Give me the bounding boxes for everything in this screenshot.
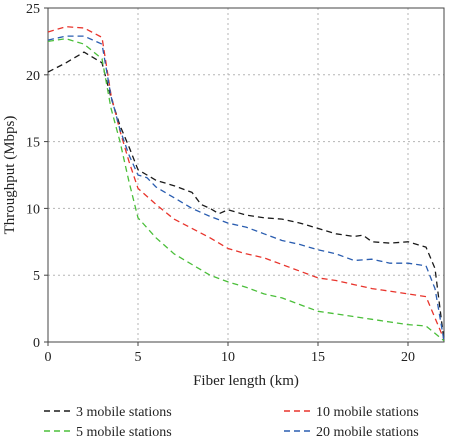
legend-label: 3 mobile stations (76, 405, 172, 420)
series-line-1 (47, 51, 445, 341)
series-line-2 (47, 38, 445, 342)
x-tick-label: 15 (311, 350, 325, 365)
y-tick-label: 25 (26, 2, 40, 17)
x-axis-label: Fiber length (km) (193, 373, 299, 389)
y-tick-label: 5 (33, 269, 40, 284)
y-tick-label: 20 (26, 69, 40, 84)
axis-ticks: 0 5 10 15 20 0 5 10 15 20 25 (26, 2, 415, 365)
legend-label: 10 mobile stations (316, 405, 419, 420)
x-tick-label: 10 (221, 350, 235, 365)
x-tick-label: 0 (45, 350, 52, 365)
y-tick-label: 0 (33, 336, 40, 351)
x-tick-label: 5 (135, 350, 142, 365)
y-tick-label: 10 (26, 202, 40, 217)
legend: 3 mobile stations 5 mobile stations 10 mob… (44, 405, 419, 440)
series-line-4 (47, 35, 445, 341)
y-tick-label: 15 (26, 136, 40, 151)
series-line-3 (47, 26, 445, 340)
y-axis-label: Throughput (Mbps) (2, 116, 18, 235)
legend-label: 20 mobile stations (316, 425, 419, 440)
series-lines (47, 26, 445, 342)
x-tick-label: 20 (401, 350, 415, 365)
plot-frame (47, 7, 445, 343)
legend-label: 5 mobile stations (76, 425, 172, 440)
